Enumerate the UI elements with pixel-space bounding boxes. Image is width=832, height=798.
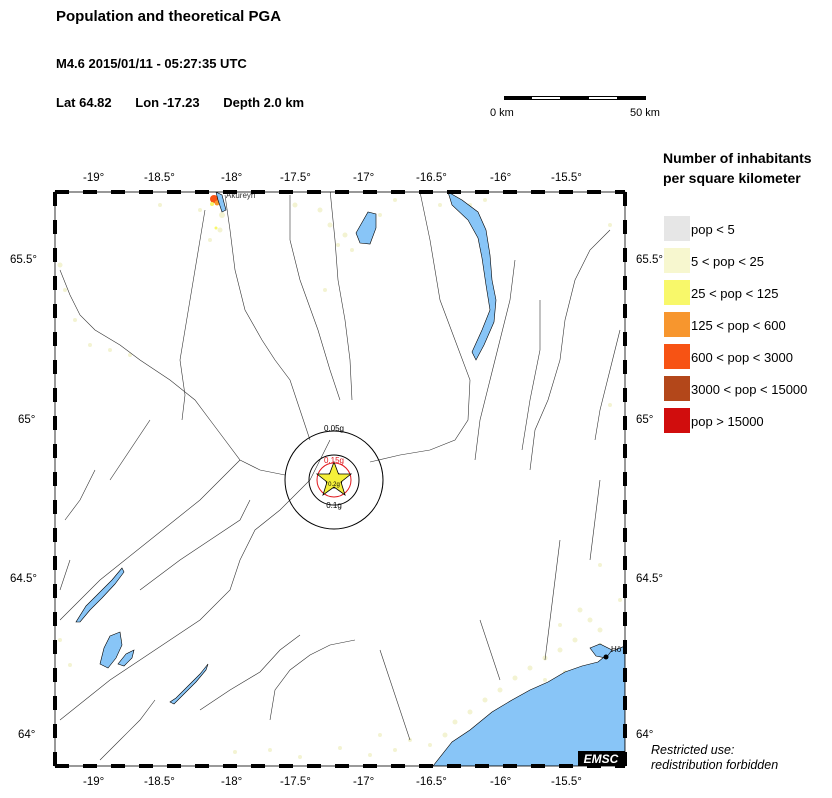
lon-tick-top: -19° bbox=[83, 172, 105, 184]
town-marker-hofn bbox=[603, 654, 609, 660]
usage-notice: Restricted use: redistribution forbidden bbox=[651, 743, 821, 773]
legend-swatch bbox=[664, 248, 690, 273]
lat-tick-left: 65° bbox=[18, 414, 36, 426]
pga-label-01: 0.1g bbox=[326, 501, 342, 510]
pga-label-005: 0.05g bbox=[324, 424, 344, 433]
lon-tick-bottom: -18° bbox=[221, 776, 243, 788]
legend-swatch bbox=[664, 344, 690, 369]
legend-swatch bbox=[664, 376, 690, 401]
legend-swatch bbox=[664, 280, 690, 305]
lagarfljot-river bbox=[447, 192, 497, 361]
legend-label: pop < 5 bbox=[691, 222, 735, 237]
legend-label: 5 < pop < 25 bbox=[691, 254, 765, 269]
event-summary: M4.6 2015/01/11 - 05:27:35 UTC bbox=[56, 56, 247, 71]
lat-tick-left: 64° bbox=[18, 729, 36, 741]
scale-start-label: 0 km bbox=[490, 107, 514, 119]
lon-tick-bottom: -18.5° bbox=[144, 776, 175, 788]
usage-notice-line2: redistribution forbidden bbox=[651, 758, 779, 772]
usage-notice-line1: Restricted use: bbox=[651, 743, 735, 757]
river-network bbox=[59, 192, 621, 761]
legend-swatch bbox=[664, 408, 690, 433]
lat-tick-left: 65.5° bbox=[10, 254, 37, 266]
lon-tick-top: -17° bbox=[353, 172, 375, 184]
pga-rings: 0.05g 0.15g 0.1g 0.2g bbox=[284, 424, 384, 530]
depth-value: Depth 2.0 km bbox=[223, 95, 305, 110]
lat-tick-right: 65° bbox=[636, 414, 654, 426]
pga-label-02: 0.2g bbox=[328, 482, 340, 488]
legend-title: Number of inhabitants per square kilomet… bbox=[663, 148, 812, 188]
town-label-akureyri: Akureyri bbox=[226, 191, 256, 200]
latitude-value: Lat 64.82 bbox=[56, 95, 112, 110]
sea-area bbox=[432, 645, 625, 766]
lat-tick-right: 64.5° bbox=[636, 573, 663, 585]
lon-tick-bottom: -15.5° bbox=[551, 776, 582, 788]
lon-tick-top: -16.5° bbox=[416, 172, 447, 184]
lake-myvatn bbox=[355, 211, 377, 245]
map-frame bbox=[53, 190, 627, 768]
legend-swatch bbox=[664, 216, 690, 241]
emsc-logo-text: EMSC bbox=[584, 752, 619, 766]
lat-tick-right: 64° bbox=[636, 729, 654, 741]
lon-tick-bottom: -16° bbox=[490, 776, 512, 788]
lon-tick-top: -18.5° bbox=[144, 172, 175, 184]
legend-label: 600 < pop < 3000 bbox=[691, 350, 793, 365]
lat-tick-right: 65.5° bbox=[636, 254, 663, 266]
epicenter-star bbox=[315, 460, 353, 497]
page-title: Population and theoretical PGA bbox=[56, 8, 282, 25]
legend-title-line2: per square kilometer bbox=[663, 170, 801, 186]
scale-end-label: 50 km bbox=[630, 107, 660, 119]
lon-tick-bottom: -16.5° bbox=[416, 776, 447, 788]
legend-label: 3000 < pop < 15000 bbox=[691, 382, 808, 397]
lon-tick-bottom: -17.5° bbox=[280, 776, 311, 788]
lon-tick-bottom: -17° bbox=[353, 776, 375, 788]
event-location: Lat 64.82 Lon -17.23 Depth 2.0 km bbox=[56, 95, 324, 110]
legend-label: pop > 15000 bbox=[691, 414, 764, 429]
emsc-logo bbox=[578, 751, 625, 766]
legend-title-line1: Number of inhabitants bbox=[663, 150, 812, 166]
longitude-value: Lon -17.23 bbox=[135, 95, 200, 110]
pga-label-015: 0.15g bbox=[324, 456, 344, 465]
lat-tick-left: 64.5° bbox=[10, 573, 37, 585]
lon-tick-top: -18° bbox=[221, 172, 243, 184]
lon-tick-top: -16° bbox=[490, 172, 512, 184]
legend-label: 25 < pop < 125 bbox=[691, 286, 779, 301]
population-dots bbox=[57, 197, 622, 759]
legend-swatch bbox=[664, 312, 690, 337]
scale-bar bbox=[504, 96, 646, 100]
town-label-hofn: Hö bbox=[611, 645, 622, 654]
lon-tick-top: -15.5° bbox=[551, 172, 582, 184]
lon-tick-bottom: -19° bbox=[83, 776, 105, 788]
lon-tick-top: -17.5° bbox=[280, 172, 311, 184]
reservoir-west bbox=[75, 567, 125, 623]
legend-label: 125 < pop < 600 bbox=[691, 318, 786, 333]
